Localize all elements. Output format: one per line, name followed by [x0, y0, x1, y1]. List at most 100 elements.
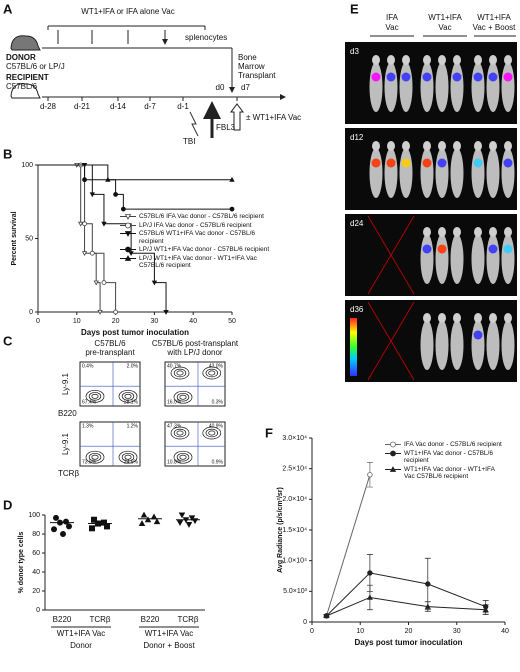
contour: [91, 454, 99, 460]
contour: [202, 426, 222, 440]
mouse-head: [504, 55, 512, 65]
signal: [371, 158, 381, 168]
signal: [488, 244, 498, 254]
contour: [173, 428, 187, 438]
quadrant-label: 1.2%: [127, 423, 139, 429]
contour: [85, 450, 105, 464]
mouse-head: [474, 55, 482, 65]
legend-swatch: [120, 231, 136, 237]
mouse-head: [489, 55, 497, 65]
x-tick-label: 10: [73, 318, 81, 325]
signal: [401, 158, 411, 168]
marker: [82, 221, 87, 227]
day-label: d12: [350, 133, 364, 142]
mouse: [501, 148, 515, 198]
quadrant-label: 10.8%: [167, 459, 182, 465]
series-line: [326, 572, 486, 617]
x-tick-label: 30: [453, 628, 461, 635]
mouse-head: [438, 313, 446, 323]
panel-label: E: [350, 1, 359, 16]
signal: [473, 158, 483, 168]
marker: [101, 280, 107, 286]
tbi-label: TBI: [183, 137, 195, 146]
legend-entry: WT1+IFA Vac donor - WT1+IFA Vac C57BL/6 …: [385, 466, 503, 481]
quadrant-label: 24.5%: [124, 459, 139, 465]
legend-label: LP/J WT1+IFA Vac donor - WT1+IFA Vac C57…: [139, 254, 257, 270]
marker: [60, 531, 67, 538]
panel-label: C: [3, 333, 13, 348]
y-axis-label: Avg Radiance (p/s/cm²/sr): [277, 487, 284, 573]
mouse-head: [474, 141, 482, 151]
x-tick-label: 10: [356, 628, 364, 635]
y-tick-label: 20: [32, 588, 40, 595]
marker: [178, 512, 186, 519]
mouse: [420, 62, 434, 112]
series-line: [326, 596, 486, 617]
contour: [176, 452, 190, 462]
flow-x-label: TCRβ: [58, 469, 79, 478]
panel-label: F: [265, 425, 273, 440]
flow-plot: [164, 421, 226, 467]
marker: [138, 520, 146, 527]
marker: [140, 511, 148, 518]
marker: [81, 251, 88, 257]
legend-swatch: [385, 465, 401, 472]
contour: [205, 368, 218, 378]
mouse-head: [504, 313, 512, 323]
bracket: [47, 25, 206, 30]
marker: [53, 514, 60, 521]
mouse: [486, 148, 500, 198]
marker: [150, 513, 158, 520]
flow-column: C57BL/6 post-transplant: [152, 339, 239, 348]
donor-strain: C57BL/6 or LP/J: [6, 62, 65, 71]
quadrant-label: 2.0%: [127, 363, 139, 369]
quadrant-label: 67.4%: [82, 399, 97, 405]
mouse-head: [438, 141, 446, 151]
legend-swatch: [385, 441, 401, 448]
mouse-head: [489, 227, 497, 237]
mouse-head: [438, 55, 446, 65]
quadrant-label: 73.5%: [82, 459, 97, 465]
mouse: [420, 148, 434, 198]
marker: [151, 280, 158, 286]
mouse: [384, 62, 398, 112]
contour: [208, 370, 216, 376]
legend: C57BL/6 IFA Vac donor - C57BL/6 recipien…: [120, 213, 270, 271]
recipient-mouse: [10, 83, 41, 99]
contour: [85, 389, 105, 403]
day-label: d-14: [110, 102, 127, 111]
marker: [482, 606, 489, 612]
signal: [503, 244, 513, 254]
x-tick-label: 30: [151, 318, 159, 325]
marker: [390, 441, 396, 448]
mouse: [384, 148, 398, 198]
splenocytes-label: splenocytes: [185, 33, 227, 42]
mouse-head: [504, 227, 512, 237]
marker: [163, 309, 169, 315]
contour: [170, 426, 190, 440]
dead-mark: [367, 301, 415, 381]
signal: [437, 158, 447, 168]
legend-label: IFA Vac donor - C57BL/6 recipient: [404, 441, 502, 448]
recipient-strain: C57BL/6: [6, 82, 38, 91]
contour: [173, 450, 193, 464]
marker: [89, 192, 95, 198]
mouse-head: [372, 55, 380, 65]
group-label: WT1+IFA Vac: [57, 629, 106, 638]
mouse-head: [453, 55, 461, 65]
day-label: d24: [350, 219, 364, 228]
flow-x-label: B220: [58, 409, 77, 418]
signal: [452, 72, 462, 82]
marker: [229, 206, 235, 212]
marker: [124, 214, 132, 220]
legend-entry: C57BL/6 IFA Vac donor - C57BL/6 recipien…: [120, 213, 270, 221]
group-label: IFA: [386, 13, 399, 22]
y-tick-label: 60: [32, 550, 40, 557]
y-tick-label: 50: [25, 235, 33, 242]
y-tick-label: 1.5×10⁴: [282, 527, 307, 534]
contour: [179, 394, 187, 400]
contour: [170, 366, 190, 380]
flow-plot: [164, 361, 226, 407]
marker: [51, 526, 58, 533]
marker: [323, 612, 330, 619]
